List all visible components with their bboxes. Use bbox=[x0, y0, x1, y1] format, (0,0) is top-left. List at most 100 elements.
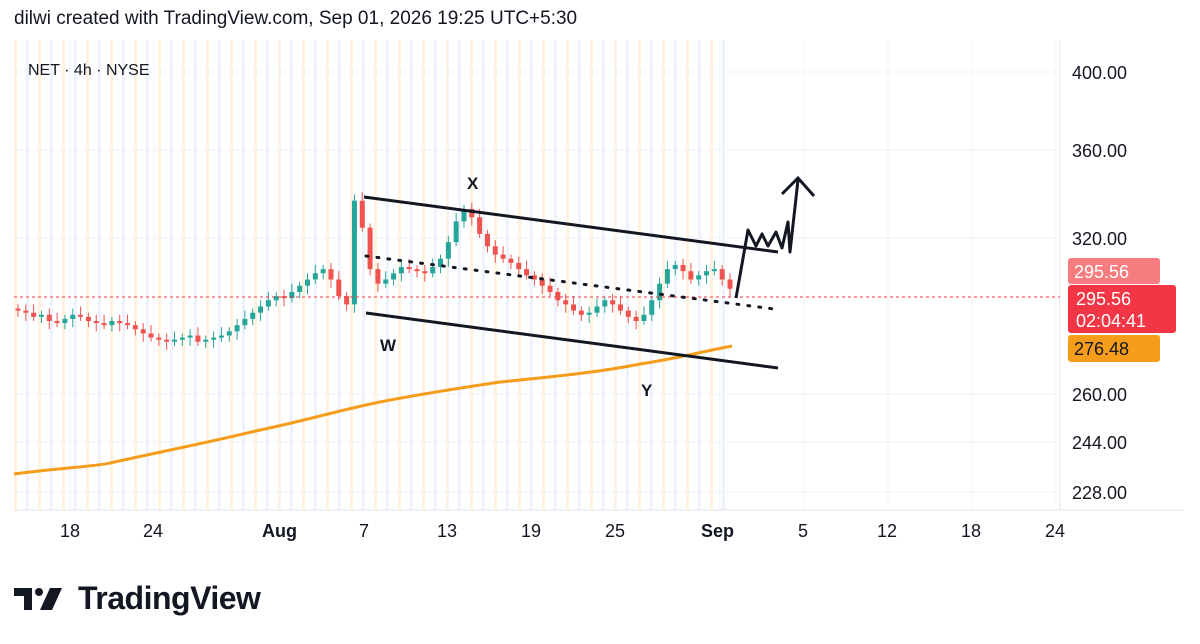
candle-up bbox=[711, 269, 717, 272]
price-tick: 244.00 bbox=[1072, 433, 1127, 453]
session-band bbox=[122, 40, 125, 510]
session-band bbox=[206, 40, 209, 510]
candle-down bbox=[531, 275, 537, 280]
session-band bbox=[62, 40, 65, 510]
candle-down bbox=[571, 304, 577, 311]
session-band bbox=[302, 40, 305, 510]
candle-up bbox=[461, 208, 467, 222]
candle-down bbox=[101, 323, 107, 326]
session-band bbox=[500, 40, 503, 510]
session-band bbox=[680, 40, 683, 510]
session-band bbox=[626, 40, 629, 510]
time-tick: 24 bbox=[1045, 521, 1065, 541]
wave-label-w: W bbox=[380, 336, 397, 355]
candle-up bbox=[672, 264, 678, 270]
candle-up bbox=[453, 221, 459, 243]
candle-down bbox=[414, 269, 420, 272]
session-band bbox=[338, 40, 341, 510]
time-tick: Sep bbox=[701, 521, 734, 541]
session-band bbox=[536, 40, 539, 510]
session-band bbox=[164, 40, 167, 510]
wave-label-y: Y bbox=[641, 381, 653, 400]
session-band bbox=[428, 40, 431, 510]
session-band bbox=[170, 40, 173, 510]
candle-down bbox=[477, 217, 483, 234]
tradingview-logo: TradingView bbox=[14, 580, 261, 617]
session-band bbox=[158, 40, 161, 510]
tradingview-logo-icon bbox=[14, 587, 62, 610]
candle-down bbox=[688, 271, 694, 280]
grid bbox=[14, 40, 1060, 510]
candle-down bbox=[132, 325, 138, 330]
time-tick: 5 bbox=[798, 521, 808, 541]
session-band bbox=[290, 40, 293, 510]
tradingview-logo-text: TradingView bbox=[78, 580, 261, 616]
candle-up bbox=[242, 318, 248, 326]
last-price-tag-light-text: 295.56 bbox=[1074, 262, 1129, 282]
session-band bbox=[422, 40, 425, 510]
candle-down bbox=[422, 271, 428, 274]
moving-average-tag bbox=[1068, 335, 1160, 362]
price-tick: 260.00 bbox=[1072, 385, 1127, 405]
time-tick: 25 bbox=[605, 521, 625, 541]
session-band bbox=[350, 40, 353, 510]
session-band bbox=[410, 40, 413, 510]
session-band bbox=[254, 40, 257, 510]
candle-up bbox=[696, 275, 702, 280]
session-band bbox=[230, 40, 233, 510]
candle-down bbox=[359, 200, 365, 228]
candle-up bbox=[398, 267, 404, 274]
candle-up bbox=[218, 335, 224, 338]
candle-down bbox=[156, 337, 162, 340]
candle-down bbox=[117, 321, 123, 324]
session-band bbox=[434, 40, 437, 510]
candle-up bbox=[211, 337, 217, 340]
candle-up bbox=[657, 283, 663, 301]
session-band bbox=[554, 40, 557, 510]
candle-up bbox=[273, 296, 279, 301]
session-band bbox=[236, 40, 239, 510]
candle-down bbox=[680, 264, 686, 272]
candle-down bbox=[54, 321, 60, 324]
candle-up bbox=[383, 279, 389, 284]
candle-down bbox=[524, 269, 530, 276]
session-band bbox=[386, 40, 389, 510]
session-band bbox=[146, 40, 149, 510]
session-band bbox=[80, 40, 83, 510]
candle-up bbox=[304, 279, 310, 286]
session-band bbox=[638, 40, 641, 510]
session-band bbox=[182, 40, 185, 510]
session-band bbox=[656, 40, 659, 510]
candle-up bbox=[430, 267, 436, 274]
candle-up bbox=[320, 269, 326, 274]
candle-down bbox=[46, 314, 52, 321]
candle-down bbox=[328, 269, 334, 280]
candle-up bbox=[226, 331, 232, 336]
candle-down bbox=[367, 227, 373, 270]
candle-up bbox=[109, 321, 115, 326]
candle-up bbox=[445, 242, 451, 259]
moving-average-value: 276.48 bbox=[1074, 339, 1129, 359]
last-price-tag-light bbox=[1068, 258, 1160, 284]
session-band bbox=[470, 40, 473, 510]
candle-down bbox=[148, 333, 154, 338]
session-band bbox=[128, 40, 131, 510]
channel-lower-line bbox=[365, 311, 779, 370]
candle-down bbox=[539, 279, 545, 286]
price-tick: 320.00 bbox=[1072, 229, 1127, 249]
candle-down bbox=[555, 291, 561, 301]
candle-down bbox=[344, 296, 350, 305]
bar-countdown: 02:04:41 bbox=[1076, 311, 1146, 331]
candle-up bbox=[704, 271, 710, 276]
candle-up bbox=[70, 314, 76, 319]
session-band bbox=[494, 40, 497, 510]
session-band bbox=[566, 40, 569, 510]
session-band bbox=[476, 40, 479, 510]
session-band bbox=[542, 40, 545, 510]
session-band bbox=[620, 40, 623, 510]
time-tick: Aug bbox=[262, 521, 297, 541]
candle-down bbox=[406, 267, 412, 270]
session-band bbox=[548, 40, 551, 510]
symbol-label[interactable]: NET · 4h · NYSE bbox=[28, 62, 150, 79]
